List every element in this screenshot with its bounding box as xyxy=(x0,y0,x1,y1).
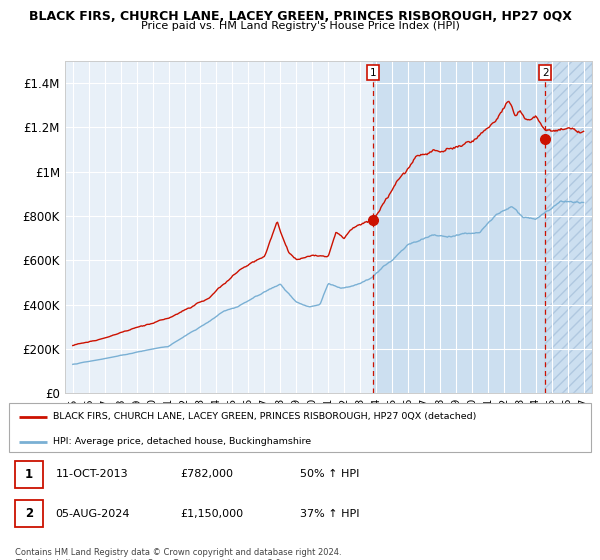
Text: £782,000: £782,000 xyxy=(181,469,233,479)
Text: 05-AUG-2024: 05-AUG-2024 xyxy=(56,508,130,519)
FancyBboxPatch shape xyxy=(9,403,591,452)
Bar xyxy=(545,61,592,393)
Text: 1: 1 xyxy=(25,468,33,481)
Text: BLACK FIRS, CHURCH LANE, LACEY GREEN, PRINCES RISBOROUGH, HP27 0QX (detached): BLACK FIRS, CHURCH LANE, LACEY GREEN, PR… xyxy=(53,412,476,421)
Text: 2: 2 xyxy=(542,68,548,78)
Text: 50% ↑ HPI: 50% ↑ HPI xyxy=(300,469,359,479)
Text: 37% ↑ HPI: 37% ↑ HPI xyxy=(300,508,359,519)
Text: Contains HM Land Registry data © Crown copyright and database right 2024.
This d: Contains HM Land Registry data © Crown c… xyxy=(15,548,341,560)
Text: 2: 2 xyxy=(25,507,33,520)
Text: 11-OCT-2013: 11-OCT-2013 xyxy=(56,469,128,479)
FancyBboxPatch shape xyxy=(15,461,43,488)
Text: 1: 1 xyxy=(370,68,376,78)
Text: HPI: Average price, detached house, Buckinghamshire: HPI: Average price, detached house, Buck… xyxy=(53,437,311,446)
FancyBboxPatch shape xyxy=(15,500,43,527)
Text: Price paid vs. HM Land Registry's House Price Index (HPI): Price paid vs. HM Land Registry's House … xyxy=(140,21,460,31)
Text: £1,150,000: £1,150,000 xyxy=(181,508,244,519)
Bar xyxy=(373,61,545,393)
Bar xyxy=(545,61,592,393)
Text: BLACK FIRS, CHURCH LANE, LACEY GREEN, PRINCES RISBOROUGH, HP27 0QX: BLACK FIRS, CHURCH LANE, LACEY GREEN, PR… xyxy=(29,10,571,23)
